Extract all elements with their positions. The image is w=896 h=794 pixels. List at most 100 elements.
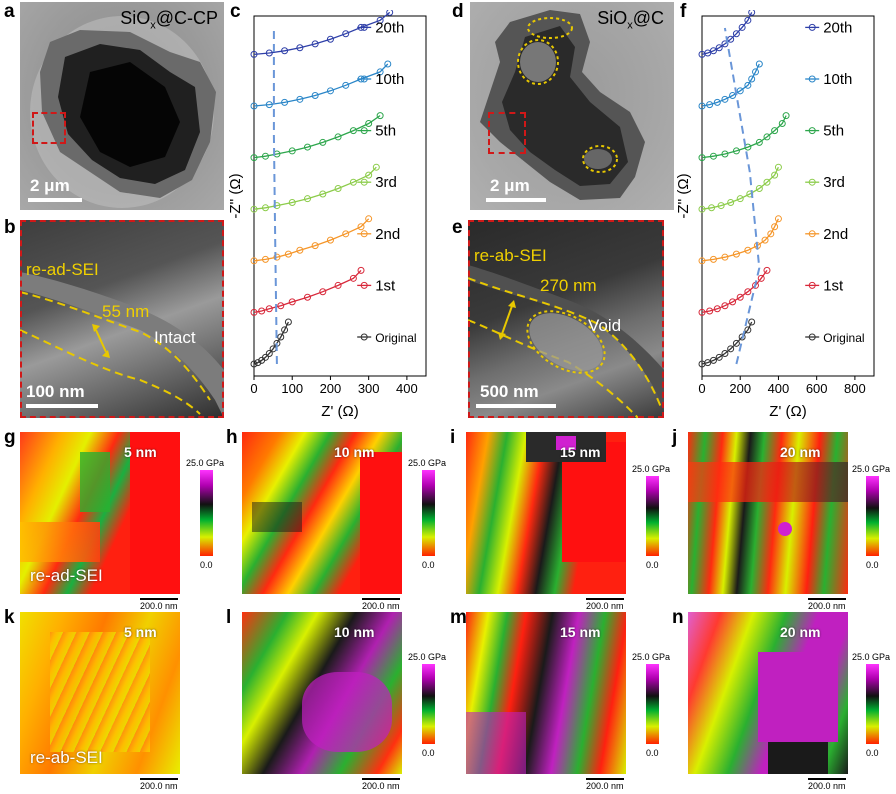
data-point: [261, 353, 269, 361]
data-point: [763, 178, 771, 186]
panel-label-j: j: [672, 427, 678, 448]
data-point: [357, 223, 365, 231]
data-point: [704, 49, 712, 57]
data-point: [752, 68, 760, 76]
legend-label: 3rd: [375, 174, 397, 191]
map-scale-k: 200.0 nm: [140, 781, 178, 791]
legend-label: 2nd: [375, 226, 400, 243]
x-tick-label: 0: [250, 381, 257, 396]
tem-image-e: re-ab-SEI 270 nm Void 500 nm: [468, 220, 664, 418]
data-point: [748, 75, 756, 83]
map-scale-i: 200.0 nm: [586, 601, 624, 611]
x-tick-label: 200: [729, 381, 751, 396]
x-tick-label: 400: [768, 381, 790, 396]
data-point: [277, 333, 285, 341]
panel-label-f: f: [680, 1, 687, 22]
data-point: [763, 133, 771, 141]
cbar-max-i: 25.0 GPa: [632, 464, 671, 474]
panel-label-l: l: [226, 607, 232, 628]
data-point: [311, 40, 319, 48]
data-point: [736, 87, 744, 95]
x-tick-label: 600: [806, 381, 828, 396]
tem-image-b: re-ad-SEI 55 nm Intact 100 nm: [20, 220, 224, 418]
cbar-min-i: 0.0: [646, 560, 659, 570]
x-tick-label: 0: [698, 381, 705, 396]
data-point: [727, 345, 735, 353]
data-point: [771, 171, 779, 179]
eis-chart-c: 0 100 200 300 400 Z' (Ω) -Z'' (Ω) 20th 10th 5th 3r…: [228, 10, 427, 420]
data-point: [319, 288, 327, 296]
legend-marker: [360, 230, 368, 238]
data-point: [727, 199, 735, 207]
tem-image-a: SiOx@C-CP 2 μm: [20, 2, 224, 210]
depth-label-n: 20 nm: [780, 624, 821, 640]
modulus-map-k: [20, 612, 180, 774]
data-point: [342, 81, 350, 89]
legend-label: 5th: [375, 123, 396, 140]
state-label-e: Void: [588, 316, 622, 335]
legend-marker: [808, 230, 816, 238]
colorbar-n: [866, 664, 879, 744]
data-point: [384, 60, 392, 68]
data-point: [376, 16, 384, 24]
x-tick-label: 800: [844, 381, 866, 396]
series-line-1st: [253, 269, 362, 314]
scale-bar-a: [28, 198, 82, 202]
modulus-map-j: [688, 432, 848, 594]
map-scale-h: 200.0 nm: [362, 601, 400, 611]
depth-label-g: 5 nm: [124, 444, 157, 460]
legend-label: Original: [375, 331, 416, 345]
panel-label-i: i: [450, 427, 456, 448]
map-scale-m: 200.0 nm: [586, 781, 624, 791]
data-point: [304, 195, 312, 203]
x-tick-label: 200: [320, 381, 342, 396]
legend-marker: [808, 75, 816, 83]
map-scale-l: 200.0 nm: [362, 781, 400, 791]
legend-marker: [360, 281, 368, 289]
data-point: [365, 120, 373, 128]
depth-label-i: 15 nm: [560, 444, 601, 460]
data-point: [277, 302, 285, 310]
frame-e: [468, 220, 664, 418]
legend-label: 2nd: [823, 226, 848, 243]
legend-label: 1st: [823, 277, 844, 294]
panel-label-n: n: [672, 607, 684, 628]
panel-label-k: k: [4, 607, 15, 628]
data-point: [715, 353, 723, 361]
legend-label: 20th: [823, 19, 852, 36]
scale-bar-e: [476, 404, 556, 408]
data-point: [265, 305, 273, 313]
series-line-2nd: [253, 218, 370, 262]
legend-marker: [360, 75, 368, 83]
legend-marker: [360, 333, 368, 341]
scale-label-d: 2 μm: [490, 176, 530, 195]
data-point: [319, 138, 327, 146]
panel-label-g: g: [4, 427, 16, 448]
modulus-map-n: [688, 612, 848, 774]
legend-marker: [360, 178, 368, 186]
panel-label-e: e: [452, 217, 463, 238]
modulus-map-l: [242, 612, 402, 774]
cbar-max-g: 25.0 GPa: [186, 458, 225, 468]
thickness-label-b: 55 nm: [102, 302, 150, 321]
data-point: [713, 305, 721, 313]
series-line-1st: [701, 270, 768, 314]
legend-label: 1st: [375, 277, 396, 294]
data-point: [778, 120, 786, 128]
guide-dashed-line: [723, 27, 761, 365]
data-point: [755, 138, 763, 146]
map-scalebar-i: [586, 598, 624, 600]
data-point: [744, 288, 752, 296]
data-point: [376, 68, 384, 76]
data-point: [732, 147, 740, 155]
data-point: [732, 250, 740, 258]
data-point: [254, 359, 262, 367]
y-axis-label: -Z'' (Ω): [676, 173, 692, 218]
data-point: [767, 230, 775, 238]
data-point: [284, 318, 292, 326]
data-point: [748, 10, 756, 16]
data-point: [288, 298, 296, 306]
legend-marker: [808, 23, 816, 31]
modulus-map-i: [466, 432, 626, 594]
data-point: [721, 349, 729, 357]
